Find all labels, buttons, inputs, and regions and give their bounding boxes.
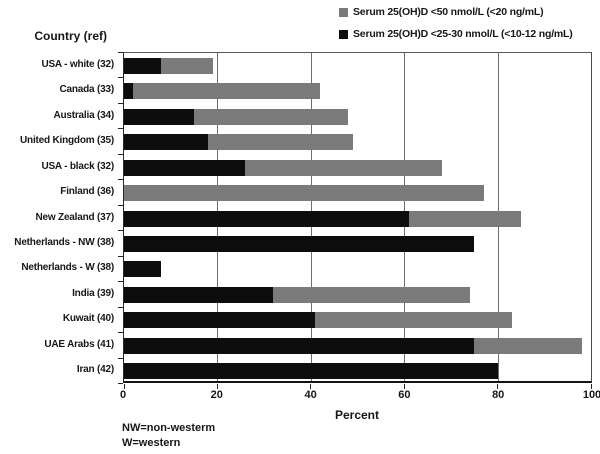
x-axis-tick-mark xyxy=(403,384,405,389)
category-label: Australia (34) xyxy=(53,109,114,121)
legend-label: Serum 25(OH)D <25-30 nmol/L (<10-12 ng/m… xyxy=(353,28,573,40)
category-label: USA - white (32) xyxy=(41,58,114,70)
bar-lt25-30-nmol xyxy=(124,363,498,380)
x-axis-tick-mark xyxy=(216,384,218,389)
category-label: Netherlands - W (38) xyxy=(21,262,114,274)
bar-lt25-30-nmol xyxy=(124,57,162,74)
category-label: India (39) xyxy=(72,287,114,299)
x-axis-tick-mark xyxy=(310,384,312,389)
bar-lt50-nmol xyxy=(124,185,484,202)
x-axis-tick-labels: 0 20 40 60 80 100 xyxy=(0,389,600,405)
category-label: USA - black (32) xyxy=(41,160,114,172)
footnote-line: W=western xyxy=(122,437,181,449)
bar-lt25-30-nmol xyxy=(124,312,316,329)
bar-lt25-30-nmol xyxy=(124,235,475,252)
footnote-line: NW=non-westerm xyxy=(122,422,216,434)
category-label: Finland (36) xyxy=(60,186,114,198)
category-label: Netherlands - NW (38) xyxy=(14,236,114,248)
bar-lt25-30-nmol xyxy=(124,286,274,303)
category-label: Kuwait (40) xyxy=(62,313,114,325)
x-axis-tick-mark xyxy=(497,384,499,389)
category-label: Iran (42) xyxy=(76,364,114,376)
bar-lt25-30-nmol xyxy=(124,83,134,100)
legend-label: Serum 25(OH)D <50 nmol/L (<20 ng/mL) xyxy=(353,6,544,18)
plot-area xyxy=(123,52,592,389)
bar-lt25-30-nmol xyxy=(124,108,195,125)
bar-lt25-30-nmol xyxy=(124,261,162,278)
x-tick-label: 100 xyxy=(582,389,600,401)
x-tick-label: 40 xyxy=(304,389,317,401)
bar-lt25-30-nmol xyxy=(124,134,209,151)
x-tick-label: 80 xyxy=(492,389,505,401)
y-axis-tick-mark xyxy=(118,383,123,384)
chart-legend: Serum 25(OH)D <50 nmol/L (<20 ng/mL) Seru… xyxy=(339,1,573,45)
x-tick-label: 60 xyxy=(398,389,411,401)
category-label: United Kingdom (35) xyxy=(20,135,114,147)
bar-lt25-30-nmol xyxy=(124,210,409,227)
bar-lt25-30-nmol xyxy=(124,337,475,354)
legend-item: Serum 25(OH)D <50 nmol/L (<20 ng/mL) xyxy=(339,1,573,23)
footnotes: NW=non-westerm W=western xyxy=(122,421,215,451)
bar-lt25-30-nmol xyxy=(124,159,246,176)
category-label: New Zealand (37) xyxy=(35,211,115,223)
y-axis-title: Country (ref) xyxy=(34,29,107,43)
legend-swatch-icon xyxy=(339,29,348,39)
bar-lt50-nmol xyxy=(124,83,321,100)
legend-item: Serum 25(OH)D <25-30 nmol/L (<10-12 ng/m… xyxy=(339,23,573,45)
category-label: Canada (33) xyxy=(59,84,115,96)
legend-swatch-icon xyxy=(339,7,348,17)
category-label: UAE Arabs (41) xyxy=(44,338,114,350)
x-axis-tick-mark xyxy=(590,384,592,389)
x-axis-title: Percent xyxy=(334,408,380,422)
x-axis-tick-mark xyxy=(123,384,125,389)
x-tick-label: 20 xyxy=(210,389,223,401)
x-tick-label: 0 xyxy=(119,389,127,401)
